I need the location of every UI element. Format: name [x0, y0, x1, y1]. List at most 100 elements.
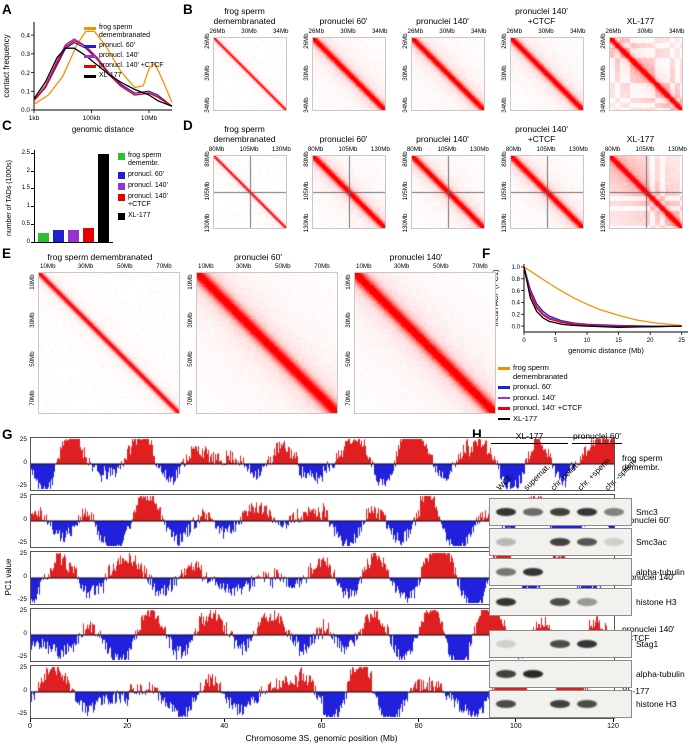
tick-mark: [31, 241, 34, 243]
blot-group-underline: [572, 443, 622, 444]
axis-tick-label: 26Mb: [204, 33, 211, 50]
panel-label-d: D: [183, 118, 193, 133]
axis-tick-label: 30Mb: [204, 65, 211, 81]
series-line: [523, 266, 682, 328]
axis-tick-label: 80Mb: [208, 146, 225, 153]
hic-map-title-line: pronuclei 60': [319, 133, 368, 144]
hic-map-title-line: pronuclei 140': [515, 6, 568, 16]
axis-tick-label: 30Mb: [393, 263, 410, 270]
legend-item: frog sperm demembranated: [84, 24, 164, 40]
blot-box: [489, 630, 632, 658]
axis-tick-label: 0.1: [21, 88, 30, 95]
axis-tick-label: 10Mb: [40, 263, 56, 270]
blot-row-label: Stag1: [636, 639, 659, 649]
panel-label-e: E: [2, 246, 12, 261]
panel-c-bar-plot: [34, 150, 113, 243]
axis-tick-label: 30Mb: [29, 311, 36, 328]
axis-tick-label: 25: [19, 493, 27, 500]
legend-label: pronucl. 140' +CTCF: [99, 62, 164, 69]
blot-box: [489, 690, 632, 718]
blot-band: [496, 598, 516, 606]
blot-band: [577, 508, 597, 516]
bar: [68, 230, 79, 242]
blot-band: [577, 700, 597, 708]
axis-tick-label: 0.5: [21, 220, 30, 227]
legend-label: frog sperm demembranated: [513, 363, 568, 381]
axis-tick-label: 130Mb: [402, 213, 409, 233]
axis-tick-label: 70Mb: [156, 263, 172, 270]
hic-map-title-line: pronuclei 140': [416, 133, 469, 144]
axis-tick-label: 10Mb: [141, 115, 158, 122]
axis-tick-label: 105Mb: [437, 146, 457, 153]
blot-row-label: histone H3: [636, 699, 677, 709]
axis-tick-label: 30Mb: [501, 65, 508, 81]
legend-swatch: [498, 396, 510, 400]
legend-swatch: [84, 55, 96, 58]
axis-tick-label: 80Mb: [303, 150, 310, 167]
tick-mark: [29, 719, 31, 722]
series-line: [523, 266, 682, 327]
legend-swatch: [84, 75, 96, 78]
legend-item: pronucl. 140': [84, 52, 164, 60]
axis-tick-label: 0.4: [21, 32, 30, 39]
axis-tick-label: 30Mb: [600, 65, 607, 81]
legend-label: pronucl. 60': [128, 171, 164, 178]
axis-tick-label: 0: [23, 630, 27, 637]
hic-map-canvas: [411, 37, 485, 111]
axis-tick-label: 70Mb: [314, 263, 330, 270]
blot-band: [550, 508, 570, 516]
axis-tick-label: 30Mb: [187, 311, 194, 328]
axis-tick-label: 130Mb: [667, 146, 687, 153]
axis-tick-label: 105Mb: [303, 181, 310, 201]
hic-map-title-line: frog sperm: [224, 124, 265, 134]
axis-tick-label: 5: [554, 338, 558, 344]
blot-band: [523, 568, 543, 576]
blot-box: [489, 588, 632, 616]
legend-swatch: [498, 367, 510, 370]
axis-tick-label: 26Mb: [506, 28, 523, 35]
blot-row-label: alpha-tubulin: [636, 567, 685, 577]
bar: [98, 153, 109, 242]
hic-map-title: pronuclei 140' +CTCF: [495, 121, 588, 144]
series-line: [33, 30, 173, 105]
axis-tick-label: 105Mb: [338, 146, 358, 153]
axis-tick-label: 80Mb: [406, 146, 423, 153]
panel-label-a: A: [2, 2, 12, 17]
axis-tick-label: 80Mb: [501, 150, 508, 167]
pc1-track-canvas: [30, 437, 615, 491]
legend-label: pronucl. 140': [99, 52, 139, 59]
hic-map-title-line: XL-177: [626, 15, 655, 26]
legend-swatch: [498, 407, 510, 410]
legend-swatch: [84, 65, 96, 68]
panel-a-legend: frog sperm demembranated pronucl. 60' pronu…: [84, 24, 164, 82]
axis-tick-label: 130Mb: [501, 213, 508, 233]
hic-map-canvas: [312, 37, 386, 111]
blot-band: [550, 538, 570, 546]
axis-tick-label: 30Mb: [235, 263, 252, 270]
axis-tick-label: 130Mb: [303, 213, 310, 233]
hic-map-title-line: pronuclei 60': [234, 251, 282, 262]
axis-tick-label: 105Mb: [402, 181, 409, 201]
axis-tick-label: 0: [23, 459, 27, 466]
axis-tick-label: 25: [19, 436, 27, 443]
axis-tick-label: 0.0: [21, 107, 30, 114]
hic-map-title-line: pronuclei 140': [389, 251, 443, 262]
axis-tick-label: 60: [317, 723, 326, 730]
panel-a-line-chart: 0.0 0.1 0.2 0.3 0.4 1kb 100kb 10Mb genomic dista…: [2, 22, 173, 134]
hic-map-canvas: [411, 155, 485, 229]
axis-tick-label: 26Mb: [308, 28, 325, 35]
legend-label: XL-177: [128, 212, 151, 219]
hic-map-title-line: frog sperm: [224, 6, 265, 16]
hic-map-canvas: [213, 155, 287, 229]
blot-band: [496, 508, 516, 516]
axis-tick-label: 34Mb: [470, 28, 487, 35]
panel-f-line-chart: 0.0 0.2 0.4 0.6 0.8 1.0 0 5 10 15 20 25 genomic dist…: [491, 264, 688, 355]
blot-band: [604, 538, 624, 546]
panel-c-y-axis-label: number of TADs (1000s): [6, 160, 13, 236]
blot-row-label: histone H3: [636, 597, 677, 607]
legend-label: pronucl. 140': [513, 392, 556, 402]
legend-item: frog sperm demembranated: [498, 363, 582, 381]
blot-row-label: Smc3: [636, 507, 658, 517]
legend-swatch: [84, 27, 96, 30]
